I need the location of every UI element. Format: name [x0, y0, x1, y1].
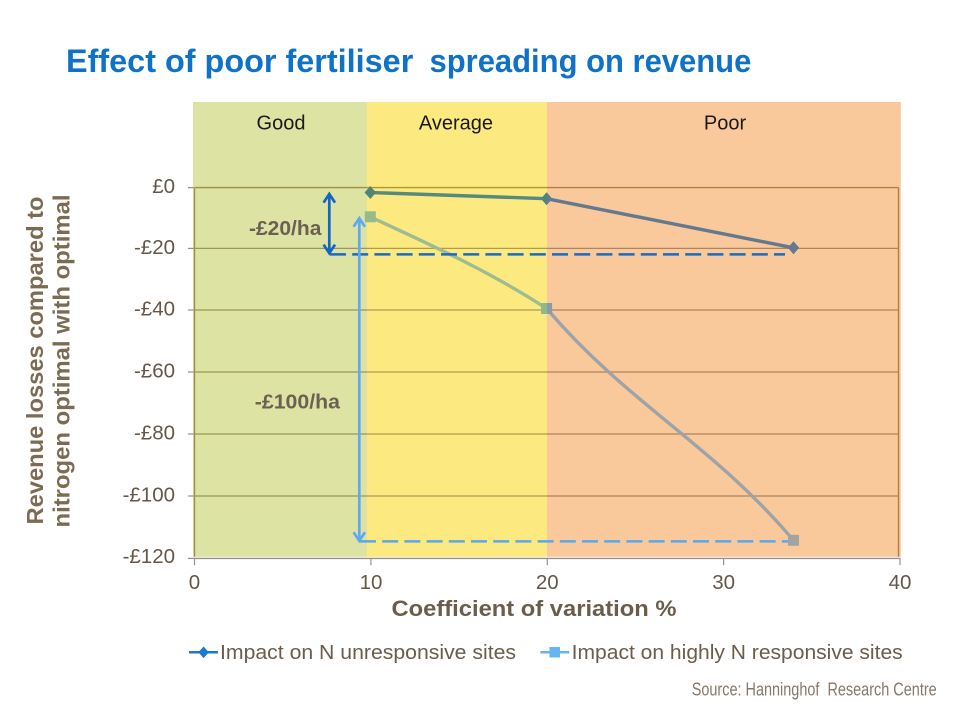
- svg-text:-£80: -£80: [134, 422, 175, 445]
- svg-text:Impact on N unresponsive sites: Impact on N unresponsive sites: [220, 642, 516, 664]
- svg-text:40: 40: [889, 571, 912, 594]
- svg-text:Average: Average: [419, 112, 493, 134]
- svg-text:-£40: -£40: [134, 298, 175, 321]
- svg-text:-£120: -£120: [123, 545, 175, 568]
- svg-text:-£20/ha: -£20/ha: [249, 218, 322, 240]
- svg-text:nitrogen optimal with optimal: nitrogen optimal with optimal: [49, 195, 75, 528]
- svg-text:Poor: Poor: [704, 112, 747, 134]
- svg-text:-£20: -£20: [134, 236, 175, 259]
- svg-text:Coefficient of variation %: Coefficient of variation %: [392, 596, 677, 621]
- svg-text:0: 0: [189, 571, 200, 594]
- svg-text:20: 20: [536, 571, 559, 594]
- svg-text:30: 30: [712, 571, 735, 594]
- svg-text:Revenue losses compared to: Revenue losses compared to: [22, 197, 48, 525]
- svg-text:£0: £0: [152, 175, 175, 198]
- svg-text:Source: Hanninghof Research C: Source: Hanninghof Research Centre: [692, 679, 937, 699]
- svg-text:Impact on highly N responsive: Impact on highly N responsive sites: [572, 642, 903, 664]
- svg-text:-£100/ha: -£100/ha: [255, 391, 341, 413]
- svg-text:10: 10: [360, 571, 383, 594]
- svg-text:-£100: -£100: [123, 484, 175, 507]
- svg-text:-£60: -£60: [134, 360, 175, 383]
- svg-text:Good: Good: [257, 112, 306, 134]
